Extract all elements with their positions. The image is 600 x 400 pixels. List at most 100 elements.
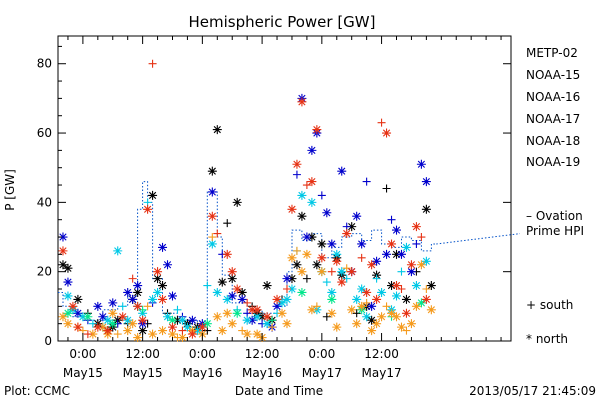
point-metp-02 — [367, 315, 377, 325]
point-noaa-18 — [317, 267, 327, 277]
point-noaa-16 — [421, 256, 431, 266]
point-noaa-19 — [187, 329, 197, 339]
point-noaa-15 — [123, 287, 133, 297]
point-noaa-16 — [113, 246, 123, 256]
x-tick-time-label: 0:00 — [308, 347, 335, 361]
point-noaa-17 — [297, 287, 307, 297]
point-noaa-17 — [202, 319, 212, 329]
point-noaa-16 — [192, 326, 202, 336]
footer-plot-credit: Plot: CCMC — [4, 384, 70, 398]
point-metp-02 — [257, 312, 267, 322]
point-noaa-15 — [416, 159, 426, 169]
point-noaa-15 — [406, 267, 416, 277]
point-noaa-16 — [207, 239, 217, 249]
point-noaa-16 — [411, 281, 421, 291]
point-noaa-19 — [227, 267, 237, 277]
point-noaa-15 — [108, 298, 118, 308]
point-noaa-18 — [212, 312, 222, 322]
point-noaa-19 — [421, 294, 431, 304]
point-noaa-19 — [118, 312, 128, 322]
point-noaa-15 — [128, 294, 138, 304]
point-noaa-19 — [207, 211, 217, 221]
point-noaa-16 — [103, 315, 113, 325]
point-noaa-16 — [392, 291, 402, 301]
point-noaa-18 — [396, 322, 406, 332]
point-noaa-17 — [63, 308, 73, 318]
point-noaa-18 — [227, 319, 237, 329]
legend-item-noaa-18: NOAA-18 — [526, 134, 580, 148]
point-noaa-16 — [372, 274, 381, 283]
point-noaa-15 — [58, 232, 68, 242]
point-noaa-19 — [178, 326, 187, 335]
point-noaa-19 — [401, 308, 411, 318]
point-noaa-15 — [367, 301, 377, 311]
x-tick-time-label: 12:00 — [364, 347, 399, 361]
point-noaa-19 — [417, 233, 426, 242]
point-metp-02 — [63, 263, 73, 273]
point-metp-02 — [237, 287, 247, 297]
point-noaa-19 — [167, 322, 177, 332]
point-noaa-16 — [262, 319, 272, 329]
x-tick-date-label: May17 — [362, 366, 402, 380]
point-noaa-19 — [287, 204, 297, 214]
point-metp-02 — [387, 281, 397, 291]
point-noaa-19 — [312, 125, 322, 135]
point-noaa-16 — [88, 319, 97, 328]
legend: METP-02 NOAA-15 NOAA-16 NOAA-17 NOAA-18 … — [526, 46, 584, 346]
point-metp-02 — [287, 274, 297, 284]
point-noaa-17 — [138, 305, 147, 314]
point-noaa-18 — [133, 333, 143, 343]
point-metp-02 — [172, 315, 182, 325]
point-noaa-19 — [292, 159, 302, 169]
legend-north-marker: * north — [526, 332, 568, 346]
point-noaa-18 — [208, 233, 217, 242]
point-noaa-15 — [282, 274, 292, 284]
ovation-layer — [58, 181, 521, 325]
point-noaa-15 — [372, 256, 382, 266]
x-tick-date-label: May16 — [182, 366, 222, 380]
y-tick-label: 0 — [44, 334, 52, 348]
point-noaa-18 — [108, 308, 118, 318]
point-noaa-16 — [173, 305, 182, 314]
point-noaa-16 — [362, 312, 372, 322]
point-noaa-19 — [58, 246, 68, 256]
point-noaa-18 — [307, 305, 317, 315]
point-noaa-15 — [292, 170, 301, 179]
point-noaa-15 — [322, 208, 332, 218]
point-noaa-19 — [68, 301, 78, 311]
point-noaa-16 — [282, 294, 292, 304]
point-noaa-15 — [167, 291, 177, 301]
point-noaa-15 — [412, 239, 421, 248]
point-metp-02 — [421, 204, 431, 214]
chart-title: Hemispheric Power [GW] — [189, 13, 376, 31]
point-metp-02 — [302, 274, 311, 283]
point-noaa-18 — [277, 308, 287, 318]
point-noaa-19 — [232, 284, 242, 294]
point-noaa-18 — [268, 323, 277, 332]
point-noaa-15 — [187, 315, 197, 325]
point-noaa-19 — [83, 330, 92, 339]
point-noaa-19 — [367, 260, 377, 270]
point-noaa-18 — [312, 302, 321, 311]
point-noaa-19 — [103, 326, 113, 336]
point-metp-02 — [227, 274, 237, 284]
point-noaa-15 — [382, 249, 392, 259]
legend-item-noaa-17: NOAA-17 — [526, 112, 580, 126]
point-metp-02 — [392, 249, 402, 259]
point-noaa-16 — [182, 322, 192, 332]
point-noaa-18 — [411, 301, 421, 311]
y-tick-label: 40 — [37, 195, 52, 209]
point-metp-02 — [317, 239, 327, 249]
point-noaa-16 — [177, 315, 187, 325]
point-noaa-18 — [98, 322, 108, 332]
point-noaa-15 — [73, 308, 83, 318]
point-noaa-15 — [302, 232, 312, 242]
point-metp-02 — [307, 232, 317, 242]
point-noaa-19 — [382, 128, 392, 138]
point-noaa-18 — [217, 326, 227, 336]
series-noaa-15 — [58, 93, 431, 332]
point-noaa-15 — [357, 239, 367, 249]
point-noaa-17 — [268, 316, 277, 325]
point-noaa-19 — [262, 312, 272, 322]
